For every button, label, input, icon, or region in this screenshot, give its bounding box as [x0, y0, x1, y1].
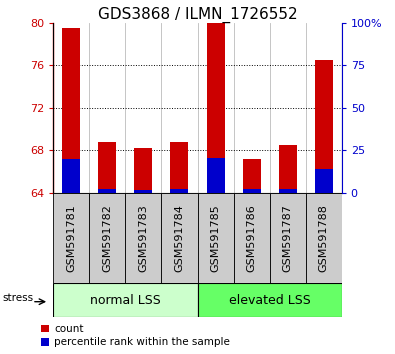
Text: GSM591782: GSM591782 [102, 204, 113, 272]
Bar [306, 193, 342, 283]
Text: GSM591783: GSM591783 [138, 204, 149, 272]
Bar [207, 23, 224, 193]
Text: GSM591784: GSM591784 [175, 204, 184, 272]
Text: GSM591786: GSM591786 [246, 204, 257, 272]
Bar [243, 189, 261, 193]
Bar [126, 193, 162, 283]
Bar [53, 193, 89, 283]
Title: GDS3868 / ILMN_1726552: GDS3868 / ILMN_1726552 [98, 7, 297, 23]
Bar [98, 189, 117, 193]
Bar [62, 159, 80, 193]
Bar [198, 193, 233, 283]
Bar [62, 28, 80, 193]
Bar [162, 193, 198, 283]
Text: GSM591787: GSM591787 [282, 204, 293, 272]
Text: GSM591781: GSM591781 [66, 204, 76, 272]
Bar [53, 283, 198, 317]
Text: GSM591785: GSM591785 [211, 204, 220, 272]
Bar [198, 283, 342, 317]
Bar [171, 189, 188, 193]
Bar [98, 142, 117, 193]
Text: elevated LSS: elevated LSS [229, 293, 310, 307]
Bar [171, 142, 188, 193]
Bar [278, 189, 297, 193]
Bar [315, 60, 333, 193]
Bar [315, 169, 333, 193]
Text: normal LSS: normal LSS [90, 293, 161, 307]
Bar [243, 159, 261, 193]
Bar [134, 190, 152, 193]
Bar [233, 193, 270, 283]
Bar [207, 158, 224, 193]
Legend: count, percentile rank within the sample: count, percentile rank within the sample [39, 322, 232, 349]
Text: GSM591788: GSM591788 [319, 204, 329, 272]
Text: stress: stress [3, 293, 34, 303]
Bar [89, 193, 126, 283]
Bar [134, 148, 152, 193]
Bar [270, 193, 306, 283]
Bar [278, 145, 297, 193]
